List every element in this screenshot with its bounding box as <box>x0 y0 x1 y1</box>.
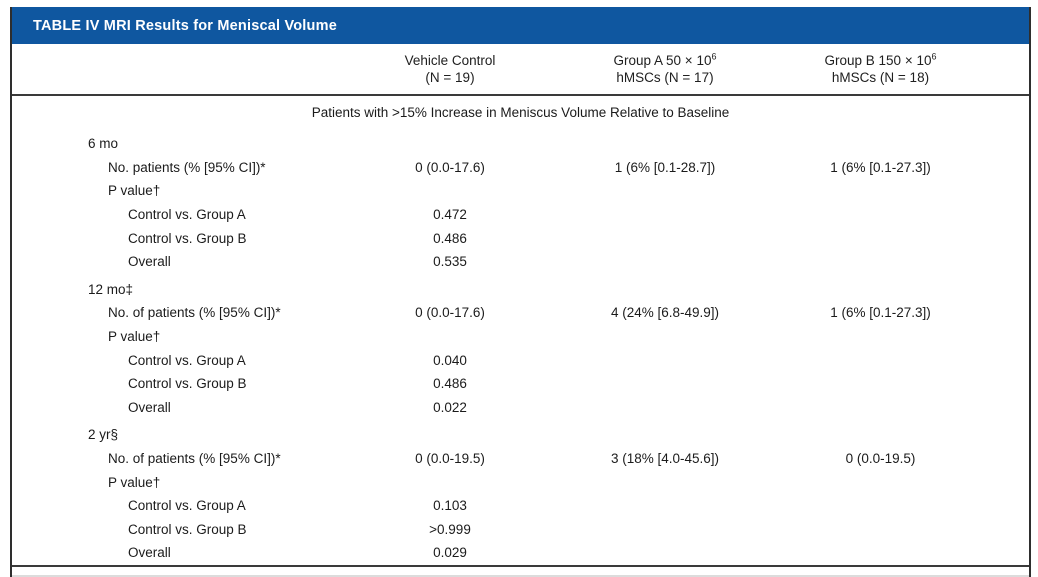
column-header-line1: Group B 150 × 106 <box>824 51 937 68</box>
row-label: Overall <box>128 545 171 561</box>
table-cell: 1 (6% [0.1-27.3]) <box>830 159 931 175</box>
row-label: P value† <box>108 329 161 345</box>
table-row: P value† <box>12 179 1029 203</box>
table-body: Patients with >15% Increase in Meniscus … <box>12 96 1029 567</box>
column-header-line2: (N = 19) <box>425 70 475 85</box>
row-label: No. of patients (% [95% CI])* <box>108 451 281 467</box>
superscript: 6 <box>931 51 937 62</box>
table-cell: 0.029 <box>433 545 467 561</box>
superscript: 6 <box>711 51 717 62</box>
column-header-spacer <box>12 44 340 94</box>
table-cell: 0.103 <box>433 498 467 514</box>
table-cell: 0 (0.0-17.6) <box>415 305 485 321</box>
table-row: No. of patients (% [95% CI])* 0 (0.0-17.… <box>12 301 1029 325</box>
table-cell: 1 (6% [0.1-28.7]) <box>614 159 716 175</box>
column-header-line1: Vehicle Control <box>404 53 496 68</box>
table-cell: 0.535 <box>433 254 467 270</box>
table-row-section-2yr: 2 yr§ <box>12 423 1029 447</box>
table-row: No. of patients (% [95% CI])* 0 (0.0-19.… <box>12 447 1029 471</box>
table-row: Control vs. Group B 0.486 <box>12 372 1029 396</box>
table-cell: 0.486 <box>433 376 467 392</box>
table-cell: 0 (0.0-19.5) <box>415 451 485 467</box>
table-cell: >0.999 <box>429 521 471 537</box>
row-label: Control vs. Group B <box>128 376 247 392</box>
table-row-section-12mo: 12 mo‡ <box>12 278 1029 302</box>
table-row: Control vs. Group A 0.472 <box>12 203 1029 227</box>
table-row: Control vs. Group A 0.103 <box>12 494 1029 518</box>
table-cell: 3 (18% [4.0-45.6]) <box>610 451 720 467</box>
table-cell: 0.486 <box>433 230 467 246</box>
row-label: 6 mo <box>88 136 119 152</box>
row-label: 12 mo‡ <box>88 281 134 297</box>
table-row-section-6mo: 6 mo <box>12 132 1029 156</box>
table-cell: 0 (0.0-17.6) <box>415 159 485 175</box>
table-row: P value† <box>12 325 1029 349</box>
table-title: TABLE IV MRI Results for Meniscal Volume <box>33 17 337 34</box>
table-cell: 0.022 <box>433 399 467 415</box>
table-bottom-rule <box>12 564 1029 567</box>
table-cell: 0.472 <box>433 207 467 223</box>
column-header-line1: Group A 50 × 106 <box>613 51 717 68</box>
table-row: P value† <box>12 470 1029 494</box>
table-row: No. patients (% [95% CI])* 0 (0.0-17.6) … <box>12 156 1029 180</box>
table-row: Overall 0.022 <box>12 396 1029 420</box>
row-label: P value† <box>108 474 161 490</box>
row-label: P value† <box>108 183 161 199</box>
table-cell: 4 (24% [6.8-49.9]) <box>610 305 720 321</box>
section-subtitle: Patients with >15% Increase in Meniscus … <box>311 104 730 120</box>
row-label: Overall <box>128 254 171 270</box>
column-header-row: Vehicle Control (N = 19) Group A 50 × 10… <box>12 44 1029 96</box>
table-cell: 1 (6% [0.1-27.3]) <box>830 305 931 321</box>
table-row: Control vs. Group A 0.040 <box>12 348 1029 372</box>
table-row: Overall 0.029 <box>12 541 1029 565</box>
row-label: Control vs. Group A <box>128 352 246 368</box>
row-label: Control vs. Group A <box>128 207 246 223</box>
row-label: Control vs. Group B <box>128 521 247 537</box>
table-cell: 0 (0.0-19.5) <box>845 451 916 467</box>
column-header-vehicle-control: Vehicle Control (N = 19) <box>340 44 560 94</box>
column-header-group-a: Group A 50 × 106 hMSCs (N = 17) <box>560 44 770 94</box>
row-label: No. of patients (% [95% CI])* <box>108 305 281 321</box>
table-title-bar: TABLE IV MRI Results for Meniscal Volume <box>12 7 1029 44</box>
row-label: Control vs. Group B <box>128 230 247 246</box>
table-frame: TABLE IV MRI Results for Meniscal Volume… <box>10 7 1031 577</box>
table-row: Control vs. Group B >0.999 <box>12 518 1029 542</box>
table-cell: 0.040 <box>433 352 467 368</box>
table-row: Overall 0.535 <box>12 250 1029 274</box>
row-label: Overall <box>128 399 171 415</box>
row-label: Control vs. Group A <box>128 498 246 514</box>
row-label: 2 yr§ <box>88 427 119 443</box>
column-header-line2: hMSCs (N = 18) <box>831 70 930 85</box>
footnote-strip <box>12 575 1029 577</box>
column-header-group-b: Group B 150 × 106 hMSCs (N = 18) <box>770 44 1029 94</box>
row-label: No. patients (% [95% CI])* <box>108 159 266 175</box>
column-header-line2: hMSCs (N = 17) <box>616 70 714 85</box>
table-row: Control vs. Group B 0.486 <box>12 226 1029 250</box>
